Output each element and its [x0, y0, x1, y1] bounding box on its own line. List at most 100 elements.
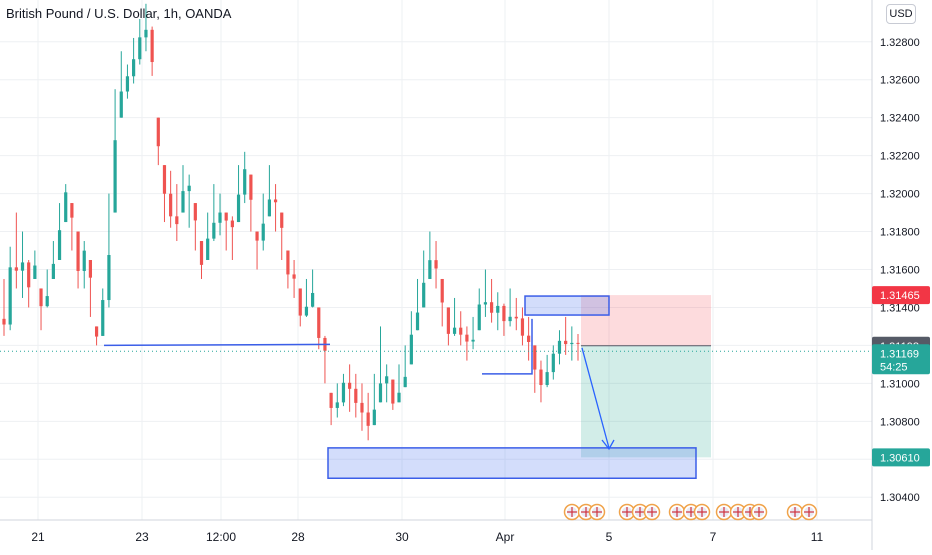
projection-arrow-line — [581, 347, 610, 449]
candle-body — [193, 203, 197, 221]
candle-body — [341, 382, 346, 403]
candle-body — [45, 296, 49, 307]
supply-zone-box — [524, 295, 610, 316]
candle-body — [360, 402, 364, 413]
candle-body — [20, 262, 25, 271]
candle-body — [557, 340, 562, 354]
support-line — [103, 343, 331, 347]
candle-body — [39, 288, 43, 307]
current-price-tag-bg — [872, 344, 930, 375]
price-tick-label: 1.30800 — [880, 416, 920, 428]
stop-price-tag: 1.31465 — [880, 290, 920, 302]
candle-body — [94, 326, 99, 337]
time-tick-label: 28 — [291, 530, 305, 544]
candle-body — [175, 216, 179, 225]
candle-body — [354, 388, 358, 403]
candle-body — [329, 392, 333, 408]
candle-body — [169, 193, 173, 217]
candle-body — [125, 76, 130, 92]
candle-body — [101, 300, 105, 336]
currency-button[interactable]: USD — [886, 4, 916, 24]
candle-body — [428, 260, 432, 279]
candle-body — [57, 230, 62, 260]
candle-body — [14, 267, 18, 271]
candle-body — [64, 192, 68, 223]
target-price-tag: 1.30610 — [880, 452, 920, 464]
candle-body — [415, 312, 420, 331]
stop-loss-zone — [581, 295, 711, 346]
candle-body — [520, 318, 525, 336]
candle-body — [348, 382, 352, 389]
candle-body — [391, 379, 395, 404]
candle-body — [261, 223, 265, 241]
candle-body — [372, 409, 376, 426]
price-tick-label: 1.32800 — [880, 37, 920, 49]
candle-body — [70, 203, 74, 218]
price-tick-label: 1.31600 — [880, 264, 920, 276]
symbol-title: British Pound / U.S. Dollar, 1h, OANDA — [6, 6, 232, 21]
candle-body — [298, 288, 302, 316]
projection-arrowhead — [601, 439, 615, 451]
candle-body — [366, 412, 370, 426]
candle-body — [397, 392, 401, 403]
target-price-tag-bg — [872, 448, 930, 467]
price-tick-label: 1.31800 — [880, 227, 920, 239]
candle-body — [317, 307, 321, 338]
candle-body — [489, 302, 494, 313]
candle-body — [459, 327, 463, 335]
candle-body — [409, 334, 413, 365]
price-tick-label: 1.32200 — [880, 151, 920, 163]
candle-body — [311, 292, 315, 307]
candle-body — [113, 140, 117, 213]
candle-body — [551, 353, 555, 373]
candle-body — [51, 263, 55, 279]
price-tick-label: 1.31000 — [880, 378, 920, 390]
time-tick-label: 7 — [710, 530, 717, 544]
candle-body — [496, 305, 500, 313]
candle-body — [181, 191, 185, 213]
candle-body — [187, 185, 191, 192]
candle-body — [156, 117, 160, 147]
candle-body — [378, 383, 383, 403]
candle-body — [545, 372, 549, 386]
candle-body — [422, 282, 426, 308]
candle-body — [533, 345, 537, 370]
candle-body — [446, 307, 450, 334]
candle-body — [440, 278, 444, 303]
candle-body — [403, 376, 407, 388]
candle-body — [286, 250, 290, 275]
candle-body — [150, 29, 154, 63]
candle-body — [471, 339, 475, 342]
candle-body — [477, 304, 481, 331]
resistance-line — [482, 318, 533, 375]
stop-price-tag-bg — [872, 286, 930, 305]
candle-body — [236, 194, 241, 223]
candle-body — [132, 59, 136, 77]
current-price-tag: 1.31169 — [880, 348, 919, 360]
candle-body — [564, 340, 568, 345]
price-tick-label: 1.30400 — [880, 492, 920, 504]
price-tick-label: 1.32000 — [880, 189, 920, 201]
candle-body — [514, 316, 518, 319]
candle-body — [243, 169, 247, 195]
candle-body — [144, 29, 148, 38]
candle-body — [206, 238, 210, 260]
countdown-tag: 54:25 — [880, 361, 908, 373]
candle-body — [27, 262, 31, 288]
candle-body — [273, 199, 278, 203]
candle-body — [2, 318, 6, 325]
candle-body — [539, 369, 543, 386]
candle-body — [483, 302, 488, 305]
candle-body — [465, 334, 469, 342]
candle-body — [88, 260, 93, 278]
candle-body — [76, 231, 80, 271]
price-tick-label: 1.31400 — [880, 302, 920, 314]
candle-body — [249, 174, 253, 200]
candle-body — [280, 212, 284, 228]
candle-body — [335, 402, 339, 408]
candle-body — [218, 212, 222, 223]
candle-body — [385, 376, 389, 384]
time-tick-label: 23 — [135, 530, 149, 544]
